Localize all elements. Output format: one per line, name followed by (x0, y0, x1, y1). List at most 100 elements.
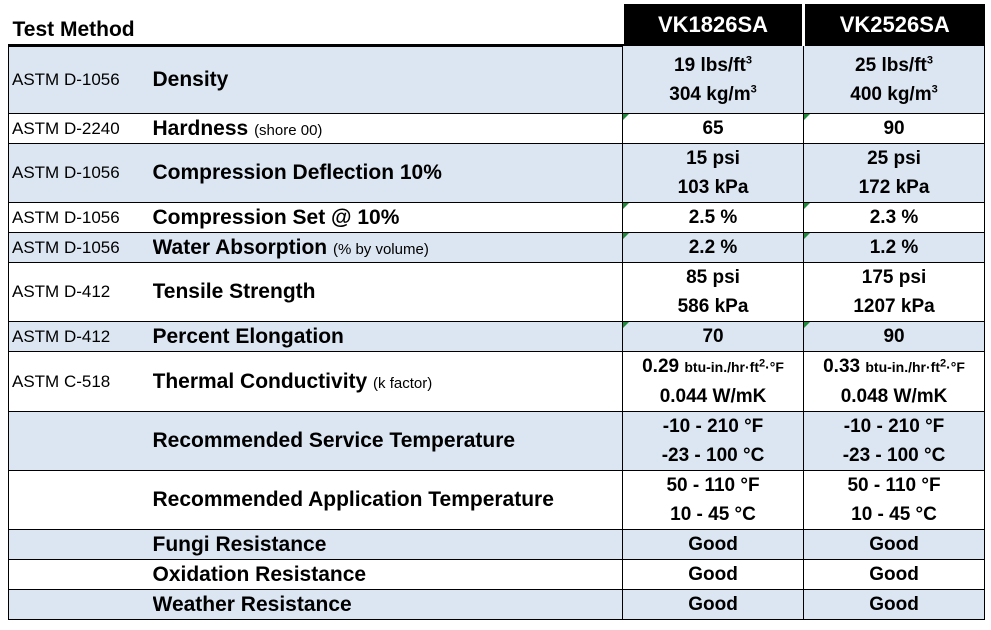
property-cell: Compression Deflection 10% (152, 143, 624, 203)
cell-indicator-icon (804, 233, 811, 239)
property-cell: Fungi Resistance (152, 529, 624, 560)
test-method-cell (8, 411, 153, 471)
value-cell-vk1826sa: Good (622, 529, 805, 560)
value-line: 10 - 45 °C (851, 504, 937, 525)
property-name: Compression Set @ 10% (152, 205, 400, 229)
table-row: Recommended Application Temperature 50 -… (8, 470, 986, 530)
value-line: 65 (702, 118, 724, 139)
value-cell-vk2526sa: Good (803, 529, 986, 560)
value-line: 50 - 110 °F (847, 475, 941, 496)
value-cell-vk2526sa: -10 - 210 °F -23 - 100 °C (803, 411, 986, 471)
test-method-cell: ASTM D-1056 (8, 232, 153, 263)
test-method-cell (8, 559, 153, 590)
value-cell-vk1826sa: 50 - 110 °F 10 - 45 °C (622, 470, 805, 530)
property-name: Recommended Service Temperature (152, 429, 516, 452)
property-name: Water Absorption (152, 235, 328, 259)
cell-indicator-icon (623, 114, 630, 120)
product-header-vk1826sa: VK1826SA (621, 4, 804, 46)
cell-indicator-icon (623, 233, 630, 239)
cell-indicator-icon (804, 322, 811, 328)
value-line: -10 - 210 °F (843, 416, 945, 437)
property-name: Hardness (152, 116, 249, 140)
value-cell-vk1826sa: Good (622, 589, 805, 620)
value-line: 0.048 W/mK (840, 386, 948, 407)
value-cell-vk1826sa: 0.29 btu-in./hr·ft2·°F 0.044 W/mK (622, 351, 805, 412)
cell-indicator-icon (623, 203, 630, 209)
property-name: Tensile Strength (152, 280, 316, 303)
test-method-cell: ASTM D-1056 (8, 45, 153, 114)
value-cell-vk2526sa: 90 (803, 113, 986, 144)
table-header-row: Test Method VK1826SA VK2526SA (8, 4, 985, 47)
property-cell: Water Absorption (% by volume) (152, 232, 624, 263)
value-cell-vk2526sa: Good (803, 589, 986, 620)
value-line: Good (688, 534, 738, 555)
value-line: 2.5 % (688, 207, 738, 228)
value-unit: btu-in./hr·ft2·°F (865, 357, 965, 375)
value-line: Good (869, 594, 919, 615)
table-row: Recommended Service Temperature -10 - 21… (8, 411, 986, 471)
value-line: 1.2 % (869, 237, 919, 258)
value-line: -23 - 100 °C (661, 445, 765, 466)
value-cell-vk2526sa: 25 lbs/ft3 400 kg/m3 (803, 45, 986, 114)
property-note: (shore 00) (254, 121, 323, 139)
cell-indicator-icon (623, 322, 630, 328)
value-cell-vk2526sa: 175 psi 1207 kPa (803, 262, 986, 322)
property-cell: Percent Elongation (152, 321, 624, 352)
value-line: Good (869, 564, 919, 585)
value-line: 0.29 btu-in./hr·ft2·°F (624, 353, 803, 383)
property-name: Recommended Application Temperature (152, 488, 554, 511)
table-row: ASTM D-412 Tensile Strength 85 psi 586 k… (8, 262, 986, 322)
value-cell-vk1826sa: 2.5 % (622, 202, 805, 233)
value-cell-vk1826sa: 15 psi 103 kPa (622, 143, 805, 203)
value-line: 10 - 45 °C (670, 504, 756, 525)
value-line: 25 lbs/ft3 (855, 54, 933, 76)
value-line: 2.3 % (869, 207, 919, 228)
value-line: 90 (883, 326, 905, 347)
value-cell-vk1826sa: 19 lbs/ft3 304 kg/m3 (622, 45, 805, 114)
value-line: Good (688, 564, 738, 585)
value-cell-vk1826sa: Good (622, 559, 805, 590)
property-note: (% by volume) (332, 240, 429, 258)
property-cell: Recommended Service Temperature (152, 411, 624, 471)
value-line: 304 kg/m3 (669, 83, 757, 105)
value-line: 172 kPa (858, 177, 930, 198)
value-line: Good (688, 594, 738, 615)
table-row: Weather Resistance Good Good (8, 589, 986, 620)
property-cell: Oxidation Resistance (152, 559, 624, 590)
test-method-cell: ASTM D-412 (8, 262, 153, 322)
value-number: 0.29 (642, 356, 680, 377)
value-line: 0.044 W/mK (659, 386, 767, 407)
property-name: Percent Elongation (152, 324, 344, 348)
value-cell-vk1826sa: 65 (622, 113, 805, 144)
value-line: 15 psi (686, 148, 740, 169)
value-cell-vk1826sa: 85 psi 586 kPa (622, 262, 805, 322)
property-cell: Weather Resistance (152, 589, 624, 620)
value-cell-vk2526sa: 90 (803, 321, 986, 352)
cell-indicator-icon (804, 203, 811, 209)
value-line: 85 psi (686, 267, 740, 288)
table-row: ASTM D-412 Percent Elongation 70 90 (8, 321, 986, 352)
value-cell-vk2526sa: 25 psi 172 kPa (803, 143, 986, 203)
test-method-cell: ASTM D-2240 (8, 113, 153, 144)
property-name: Density (152, 68, 229, 91)
property-cell: Density (152, 45, 624, 114)
value-cell-vk2526sa: 1.2 % (803, 232, 986, 263)
value-line: 586 kPa (677, 296, 749, 317)
value-cell-vk1826sa: 70 (622, 321, 805, 352)
property-name: Oxidation Resistance (152, 562, 367, 586)
table-row: Fungi Resistance Good Good (8, 529, 986, 560)
value-cell-vk2526sa: Good (803, 559, 986, 590)
value-unit: btu-in./hr·ft2·°F (684, 357, 784, 375)
property-name: Fungi Resistance (152, 532, 327, 556)
test-method-header: Test Method (8, 4, 623, 47)
table-row: ASTM C-518 Thermal Conductivity (k facto… (8, 351, 986, 412)
value-line: 19 lbs/ft3 (674, 54, 752, 76)
value-cell-vk1826sa: -10 - 210 °F -23 - 100 °C (622, 411, 805, 471)
value-line: 1207 kPa (853, 296, 935, 317)
value-cell-vk1826sa: 2.2 % (622, 232, 805, 263)
test-method-cell: ASTM D-1056 (8, 143, 153, 203)
product-header-vk2526sa: VK2526SA (802, 4, 985, 46)
value-line: 0.33 btu-in./hr·ft2·°F (805, 353, 984, 383)
value-line: 103 kPa (677, 177, 749, 198)
table-row: ASTM D-1056 Water Absorption (% by volum… (8, 232, 986, 263)
